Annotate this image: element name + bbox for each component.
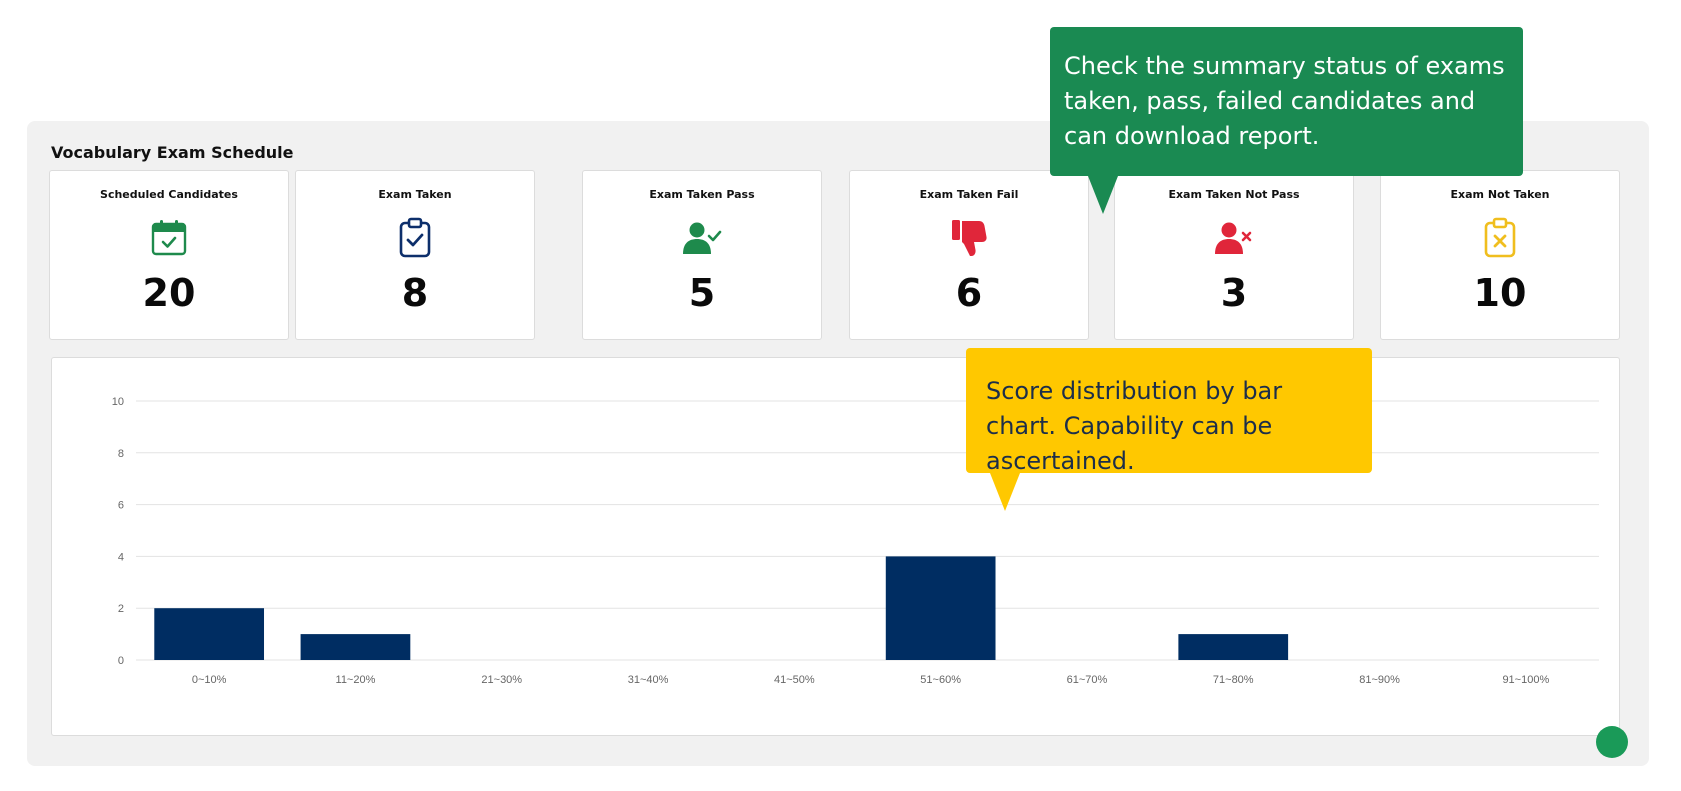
- x-tick-label: 41~50%: [774, 674, 815, 686]
- clipboard-x-icon: [1478, 216, 1522, 260]
- chat-fab-button[interactable]: [1596, 726, 1628, 758]
- thumbs-down-icon: [947, 216, 991, 260]
- x-tick-label: 81~90%: [1359, 674, 1400, 686]
- card-value: 5: [688, 271, 716, 315]
- y-tick-label: 6: [118, 500, 124, 512]
- card-exam-taken-not-pass[interactable]: Exam Taken Not Pass 3: [1114, 170, 1354, 340]
- user-check-icon: [680, 216, 724, 260]
- x-tick-label: 21~30%: [481, 674, 522, 686]
- card-label: Exam Taken Pass: [649, 188, 755, 201]
- card-label: Exam Taken Not Pass: [1168, 188, 1300, 201]
- y-tick-label: 4: [118, 551, 124, 563]
- panel-title: Vocabulary Exam Schedule: [51, 143, 294, 162]
- x-tick-label: 11~20%: [336, 674, 376, 686]
- card-exam-taken-fail[interactable]: Exam Taken Fail 6: [849, 170, 1089, 340]
- card-value: 8: [401, 271, 429, 315]
- y-tick-label: 0: [118, 655, 124, 667]
- card-value: 6: [955, 271, 983, 315]
- y-tick-label: 10: [112, 396, 124, 408]
- x-tick-label: 61~70%: [1067, 674, 1108, 686]
- card-scheduled-candidates[interactable]: Scheduled Candidates 20: [49, 170, 289, 340]
- card-exam-not-taken[interactable]: Exam Not Taken 10: [1380, 170, 1620, 340]
- bar-chart-svg: 0 2 4 6 8 10 0~10% 11~20% 21~30% 31~40% 41~50% 51~6…: [112, 396, 1599, 686]
- exam-summary-panel: Vocabulary Exam Schedule Scheduled Candi…: [27, 121, 1649, 766]
- score-distribution-chart: 0 2 4 6 8 10 0~10% 11~20% 21~30% 31~40% 41~50% 51~6…: [51, 357, 1620, 736]
- x-tick-label: 71~80%: [1213, 674, 1254, 686]
- bar-7[interactable]: [1178, 634, 1289, 660]
- x-tick-label: 31~40%: [628, 674, 669, 686]
- calendar-check-icon: [147, 216, 191, 260]
- card-label: Exam Taken Fail: [919, 188, 1019, 201]
- bar-5[interactable]: [885, 556, 996, 660]
- card-label: Scheduled Candidates: [100, 188, 238, 201]
- bar-1[interactable]: [300, 634, 411, 660]
- user-x-icon: [1212, 216, 1256, 260]
- chart-callout: Score distribution by bar chart. Capabil…: [966, 348, 1372, 511]
- x-tick-label: 91~100%: [1502, 674, 1549, 686]
- y-tick-label: 8: [118, 448, 124, 460]
- card-exam-taken-pass[interactable]: Exam Taken Pass 5: [582, 170, 822, 340]
- x-tick-label: 51~60%: [920, 674, 961, 686]
- card-value: 3: [1220, 271, 1248, 315]
- card-label: Exam Not Taken: [1450, 188, 1550, 201]
- card-label: Exam Taken: [378, 188, 452, 201]
- y-tick-label: 2: [118, 603, 124, 615]
- card-value: 20: [142, 271, 196, 315]
- card-exam-taken[interactable]: Exam Taken 8: [295, 170, 535, 340]
- card-value: 10: [1473, 271, 1527, 315]
- summary-callout: Check the summary status of exams taken,…: [1050, 27, 1523, 214]
- x-tick-label: 0~10%: [192, 674, 227, 686]
- bar-0[interactable]: [154, 608, 265, 660]
- clipboard-check-icon: [393, 216, 437, 260]
